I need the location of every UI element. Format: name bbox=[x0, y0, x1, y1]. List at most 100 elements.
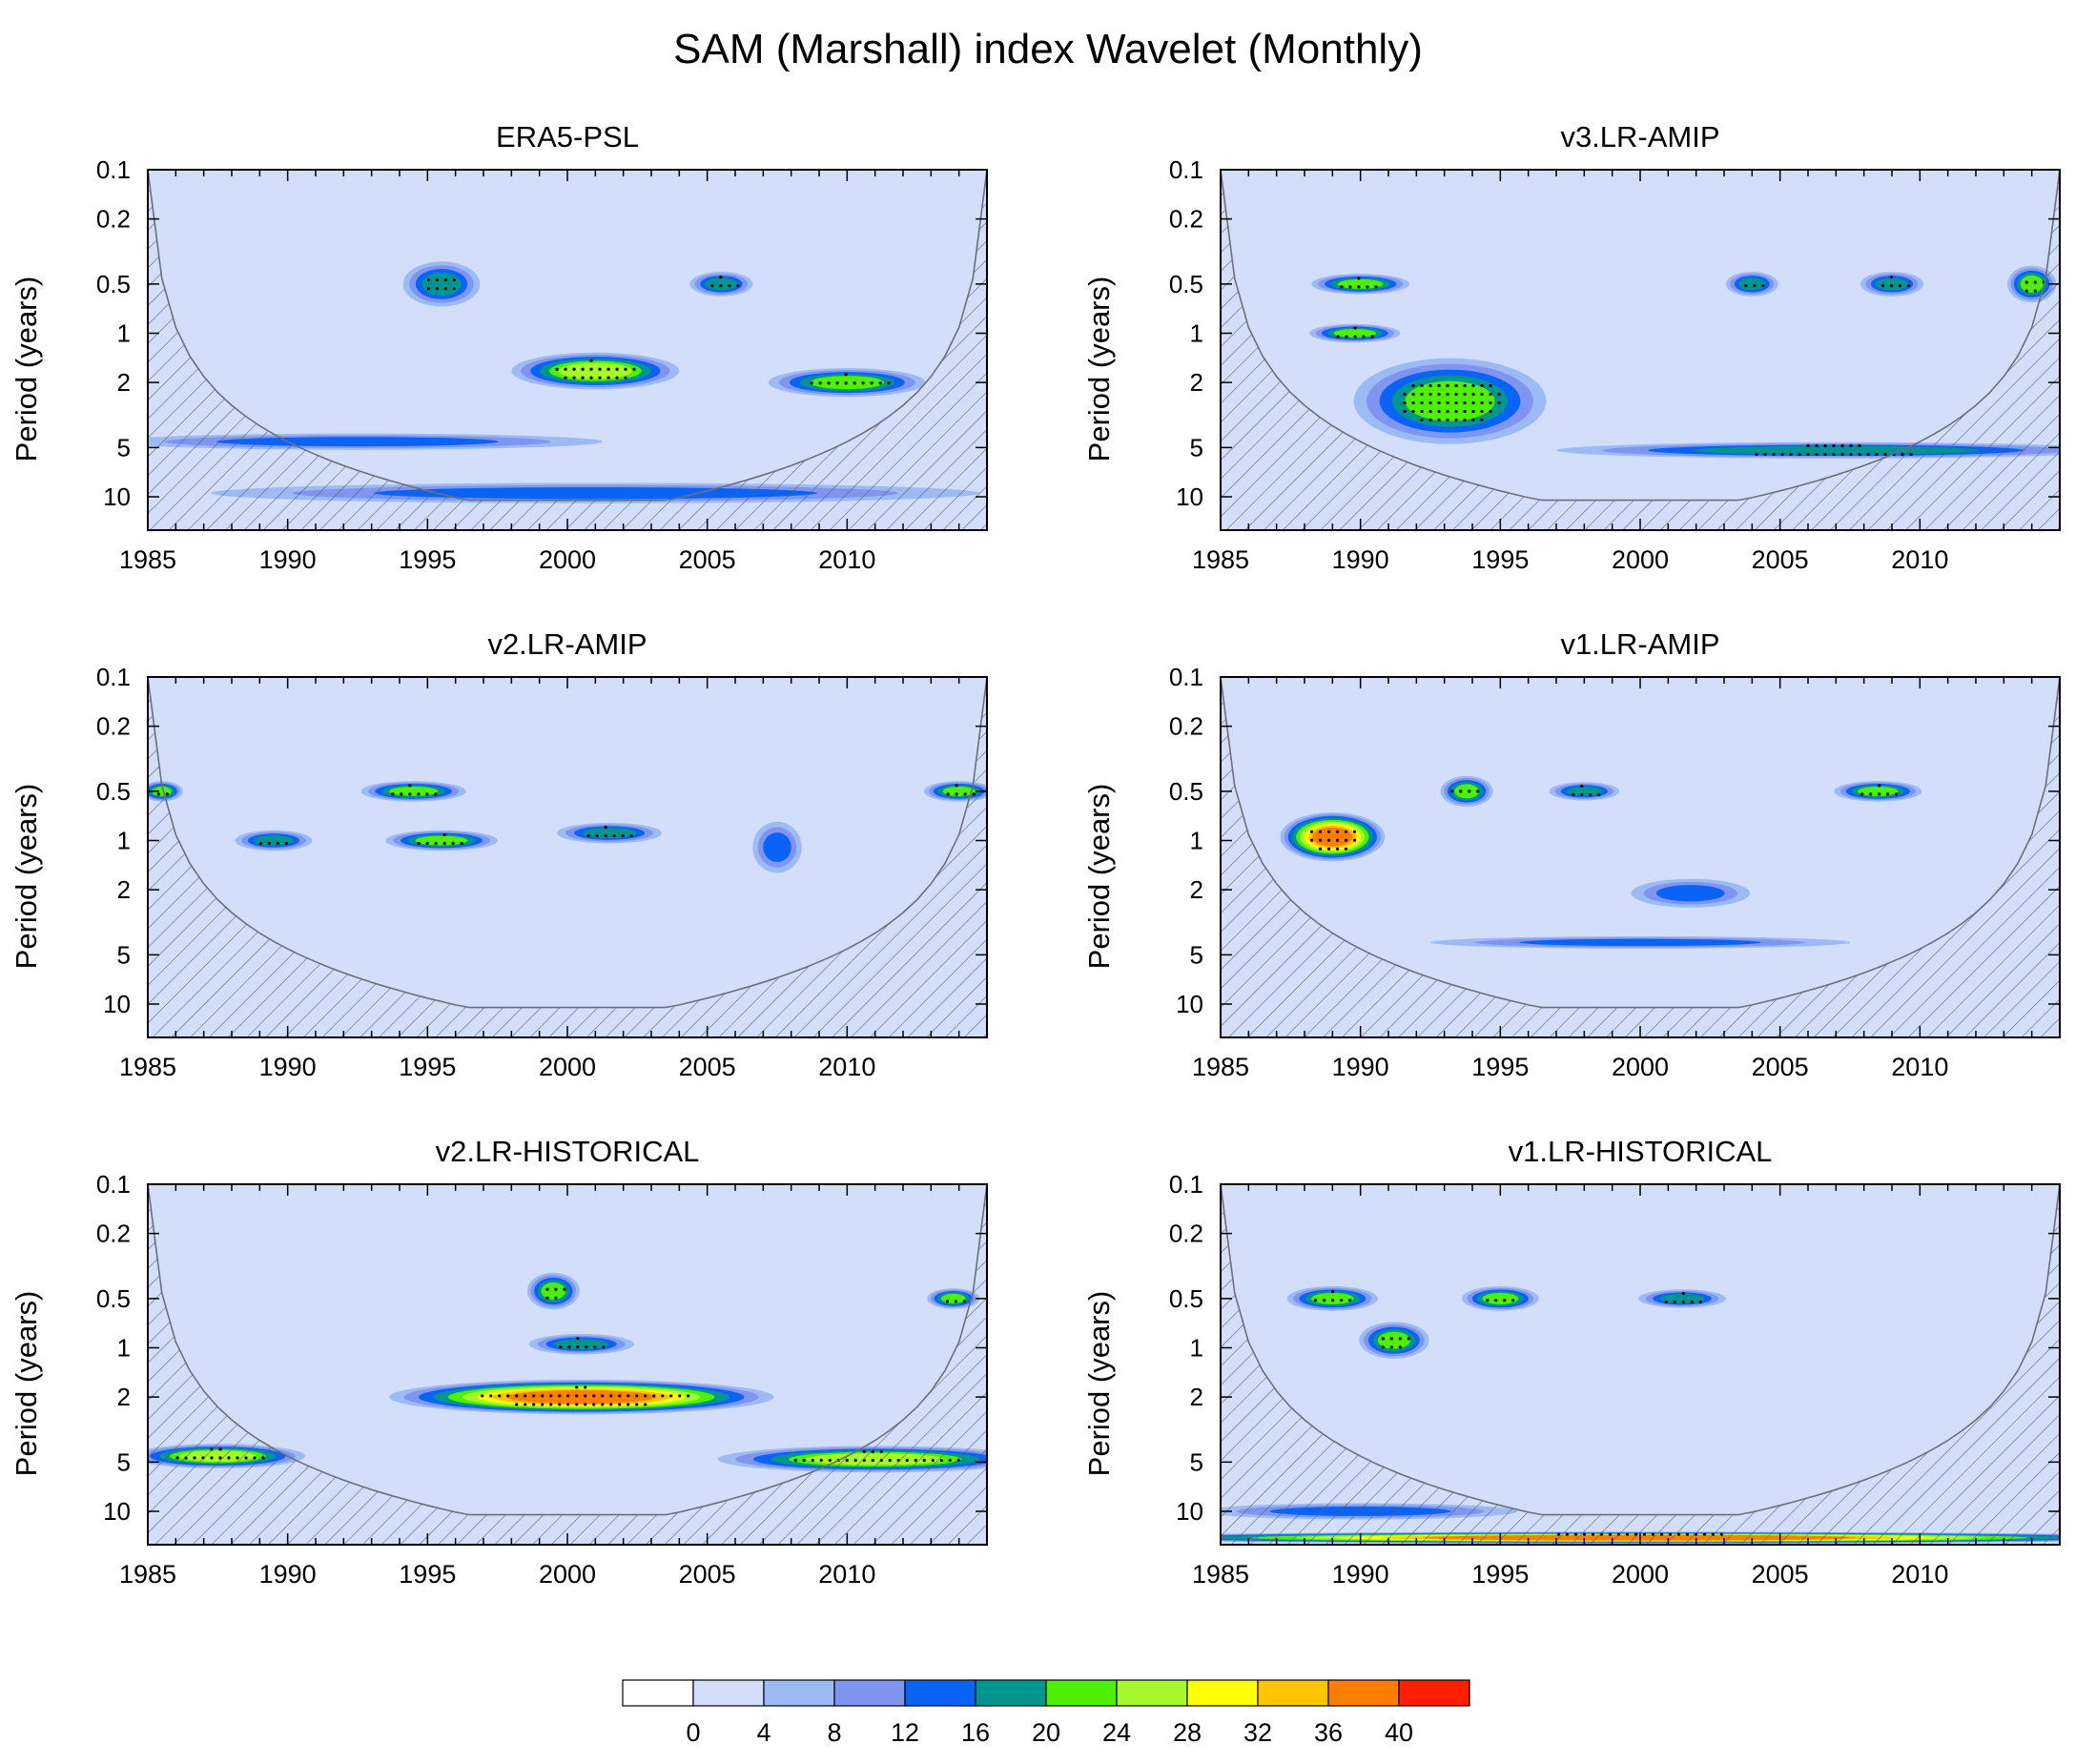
significance-dot bbox=[1895, 792, 1899, 796]
significance-dots bbox=[481, 1385, 690, 1406]
colorbar-swatch bbox=[833, 1679, 906, 1707]
significance-dot bbox=[564, 367, 567, 371]
significance-dot bbox=[576, 1337, 580, 1341]
significance-dot bbox=[861, 381, 865, 385]
significance-dot bbox=[425, 841, 429, 846]
significance-dot bbox=[719, 284, 723, 288]
significance-dot bbox=[2024, 289, 2028, 293]
x-tick-label: 1985 bbox=[119, 1053, 176, 1081]
colorbar-label: 0 bbox=[686, 1718, 700, 1747]
significance-dot bbox=[595, 834, 599, 838]
cone-of-influence-hatch bbox=[148, 1184, 987, 1545]
significance-dot bbox=[1494, 1299, 1498, 1302]
significance-dot bbox=[1489, 383, 1492, 388]
significance-dot bbox=[1869, 792, 1873, 796]
significance-dot bbox=[1511, 1299, 1515, 1302]
y-axis-label: Period (years) bbox=[1082, 277, 1116, 462]
colorbar-swatch bbox=[1257, 1679, 1329, 1707]
y-tick-label: 10 bbox=[1176, 1497, 1203, 1526]
significance-dot bbox=[818, 381, 822, 385]
significance-dot bbox=[258, 841, 263, 846]
significance-dot bbox=[442, 832, 446, 837]
contour-blob bbox=[506, 1390, 656, 1405]
colorbar-swatch bbox=[1116, 1679, 1188, 1707]
significance-dot bbox=[435, 287, 440, 291]
plot-area bbox=[1221, 677, 2060, 1037]
x-tick-label: 1995 bbox=[1471, 1560, 1529, 1589]
significance-dot bbox=[1823, 443, 1827, 448]
significance-dot bbox=[1344, 847, 1348, 851]
y-tick-label: 2 bbox=[1190, 875, 1203, 904]
colorbar-swatch bbox=[1327, 1679, 1400, 1707]
significance-dot bbox=[558, 1394, 562, 1398]
significance-dot bbox=[1420, 409, 1424, 414]
contour-blob bbox=[763, 832, 791, 863]
contour-blob bbox=[1405, 380, 1495, 421]
significance-dot bbox=[1580, 784, 1584, 789]
significance-dot bbox=[1411, 383, 1415, 388]
significance-dot bbox=[592, 1403, 596, 1406]
contour-blob bbox=[1566, 786, 1603, 796]
significance-dot bbox=[1761, 284, 1765, 288]
significance-dot bbox=[559, 1345, 563, 1349]
significance-dots bbox=[258, 841, 289, 846]
x-tick-label: 1985 bbox=[1192, 1053, 1249, 1081]
significance-dots bbox=[391, 784, 438, 796]
panel-title: v2.LR-HISTORICAL bbox=[436, 1135, 700, 1168]
significance-dot bbox=[819, 1458, 823, 1463]
significance-dot bbox=[1480, 418, 1484, 422]
significance-dot bbox=[1381, 1337, 1385, 1341]
significance-dot bbox=[1763, 452, 1767, 457]
y-tick-label: 0.5 bbox=[96, 1284, 131, 1313]
significance-dot bbox=[629, 834, 633, 838]
significance-dot bbox=[391, 792, 395, 796]
significance-dot bbox=[955, 784, 958, 788]
significance-dot bbox=[442, 841, 446, 846]
significance-dots bbox=[1309, 830, 1357, 851]
y-tick-label: 0.1 bbox=[96, 663, 131, 691]
significance-dot bbox=[1858, 452, 1861, 457]
significance-dot bbox=[728, 284, 731, 288]
y-tick-label: 5 bbox=[117, 940, 131, 969]
significance-dot bbox=[284, 841, 289, 846]
significance-dot bbox=[719, 276, 723, 279]
plot-area bbox=[148, 170, 987, 530]
contour-blob bbox=[254, 835, 294, 846]
x-tick-label: 2000 bbox=[539, 1560, 596, 1589]
contour-blob bbox=[558, 362, 632, 379]
significance-dot bbox=[1889, 284, 1894, 288]
significance-dot bbox=[687, 1394, 690, 1398]
significance-dot bbox=[844, 381, 848, 385]
significance-dot bbox=[810, 381, 813, 385]
panel-0: ERA5-PSL 1985 1990 1995 2000 2005 2010 0.1 0.2 0.… bbox=[10, 120, 988, 574]
significance-dot bbox=[1866, 452, 1870, 457]
significance-dot bbox=[669, 1394, 673, 1398]
significance-dot bbox=[606, 376, 610, 379]
significance-dot bbox=[1420, 383, 1424, 388]
significance-dot bbox=[1480, 383, 1484, 388]
significance-dot bbox=[954, 1300, 958, 1303]
colorbar-label: 36 bbox=[1314, 1718, 1343, 1747]
contour-blob bbox=[1519, 938, 1761, 947]
significance-dot bbox=[627, 1403, 630, 1406]
significance-dot bbox=[434, 841, 438, 846]
significance-dot bbox=[963, 792, 967, 796]
significance-dot bbox=[1806, 443, 1810, 448]
significance-dot bbox=[1335, 830, 1340, 833]
significance-dot bbox=[589, 359, 593, 362]
significance-dot bbox=[460, 841, 463, 846]
significance-dot bbox=[1906, 284, 1911, 288]
significance-dot bbox=[554, 1296, 558, 1300]
colorbar-label: 20 bbox=[1032, 1718, 1060, 1747]
significance-dot bbox=[1428, 383, 1432, 388]
significance-dot bbox=[606, 367, 610, 371]
y-tick-label: 0.2 bbox=[1169, 205, 1203, 234]
x-tick-label: 1995 bbox=[1471, 545, 1529, 574]
significance-dots bbox=[945, 1300, 967, 1303]
significance-dot bbox=[165, 792, 169, 796]
significance-dot bbox=[1755, 452, 1758, 457]
significance-dot bbox=[1348, 1299, 1352, 1302]
significance-dot bbox=[549, 1403, 553, 1406]
significance-dot bbox=[1698, 1300, 1702, 1304]
significance-dot bbox=[575, 1385, 579, 1389]
